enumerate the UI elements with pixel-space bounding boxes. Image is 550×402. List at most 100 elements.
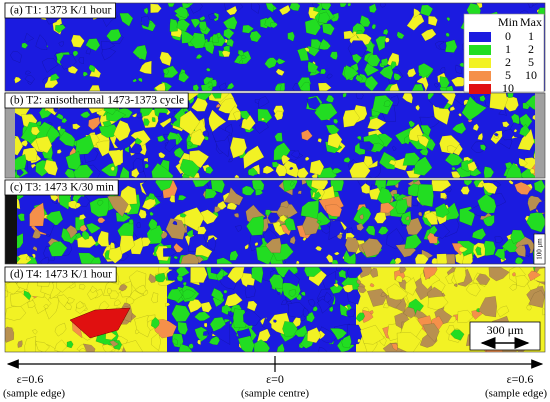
grain [251,180,265,194]
panels: (a) T1: 1373 K/1 hour (b) T2: anisotherma… [4,2,546,353]
grain [301,129,313,141]
grain [244,284,256,299]
grain [264,57,278,69]
grain [223,289,228,294]
grain [89,197,110,218]
grain [314,191,322,199]
grain [406,13,425,31]
grain [190,267,208,283]
grain [186,229,194,238]
grain [450,329,465,341]
grain [253,120,269,134]
legend-min: 1 [505,42,511,56]
grain [176,18,191,33]
micrograph [5,3,545,91]
grain [57,294,69,308]
grain [355,74,364,82]
legend-swatch [469,32,491,42]
grain [359,15,371,28]
grain [198,21,208,32]
panel-frame [4,266,546,353]
grain [40,256,50,264]
grain [273,319,278,323]
grain [36,120,42,127]
grain [97,217,106,224]
grain [188,343,194,350]
grain [505,162,523,178]
grain [395,198,408,214]
grain [295,260,300,264]
grain [510,229,526,244]
grain [383,99,391,108]
grain [489,93,508,111]
grain [138,209,147,219]
panel-frame [4,2,546,92]
grain [241,55,247,59]
grain [29,202,45,227]
grain [66,340,74,349]
grain [157,112,171,125]
grain [445,32,450,37]
grain [136,222,141,228]
grain [438,41,447,51]
grain [330,180,345,193]
grain [81,230,90,240]
grain [72,123,81,130]
grain [476,3,483,9]
grain [422,323,440,343]
grain [333,118,339,125]
grain [477,132,484,141]
grain [388,159,397,166]
grain [319,68,327,75]
grain [519,124,531,137]
grain [288,289,297,298]
grain [87,288,99,301]
grain [535,199,545,214]
grain [179,110,201,135]
grain [54,339,68,352]
grain [128,289,144,301]
grain [528,289,545,308]
grain [366,54,381,67]
grain [200,81,214,91]
micrograph [5,267,545,352]
grain [50,73,60,82]
grain [256,328,271,342]
grain [326,73,333,79]
grain [325,94,335,103]
grain [357,338,361,343]
grain [391,145,397,152]
legend-min: 2 [505,55,511,69]
grain [417,183,434,208]
grain [385,180,402,187]
grain [90,285,98,294]
grain [195,244,213,258]
grain [402,152,421,166]
grain [369,283,375,288]
grain [187,298,203,314]
grain [342,109,360,128]
grain [344,237,360,253]
grain [27,299,36,308]
grain [85,47,91,55]
micrograph-panel: (a) T1: 1373 K/1 hour [4,2,546,92]
grain [277,291,282,295]
grain [255,189,264,196]
grain [237,335,255,352]
grain [318,38,331,51]
grain [289,180,296,187]
grain [359,141,375,152]
grain [451,242,465,256]
grain [327,132,343,149]
grain [269,273,284,289]
grain [25,70,32,75]
grain [329,284,344,295]
grain [205,165,214,175]
legend-min: 0 [505,29,511,43]
grain [54,322,67,337]
grain [194,326,209,342]
grain [24,335,37,352]
grain [317,138,323,143]
grain [454,252,465,264]
